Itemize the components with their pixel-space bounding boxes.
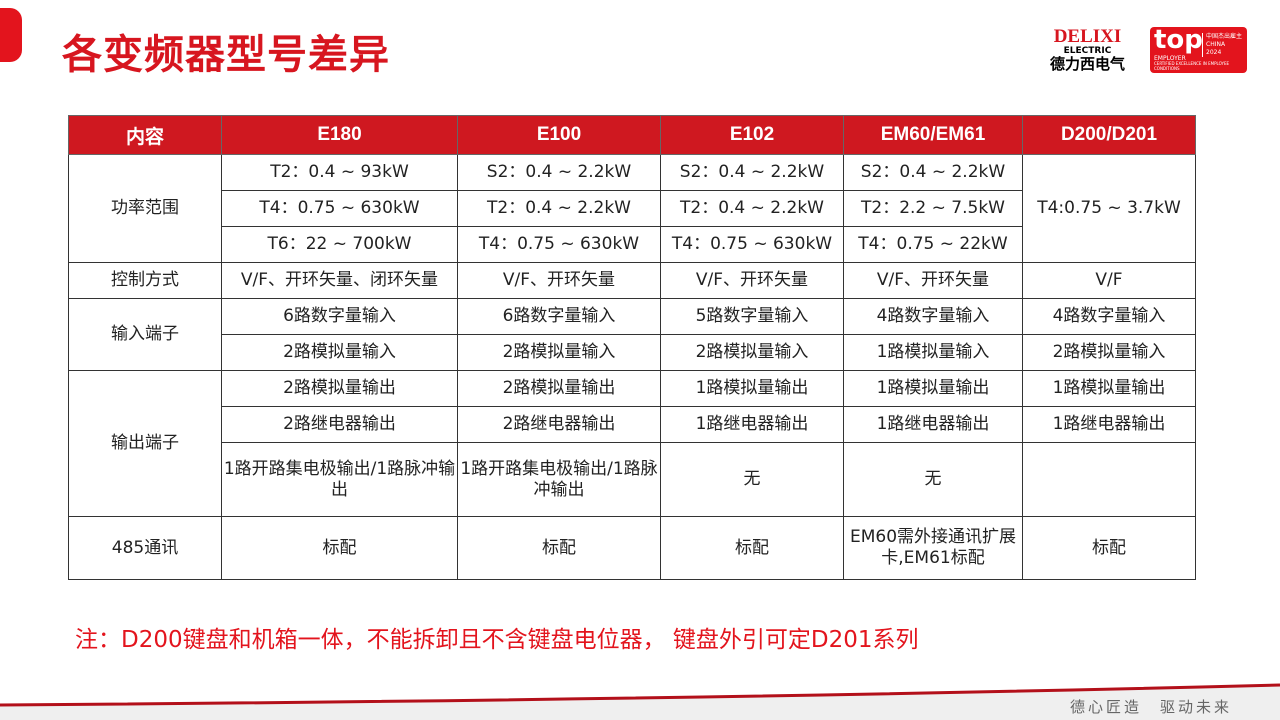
model-comparison-table: 内容 E180 E100 E102 EM60/EM61 D200/D201 功率… xyxy=(68,115,1196,580)
cell xyxy=(1022,442,1196,517)
page-title: 各变频器型号差异 xyxy=(62,32,390,78)
table-row: T6：22 ~ 700kW T4：0.75 ~ 630kW T4：0.75 ~ … xyxy=(69,226,1196,263)
table-row: 485通讯 标配 标配 标配 EM60需外接通讯扩展卡,EM61标配 标配 xyxy=(68,516,1196,580)
cell: S2：0.4 ~ 2.2kW xyxy=(843,154,1023,191)
cell: 无 xyxy=(660,442,844,517)
cell: 4路数字量输入 xyxy=(1022,298,1196,335)
header-cell: E180 xyxy=(221,115,458,155)
cell: T2：0.4 ~ 2.2kW xyxy=(660,190,844,227)
cell: S2：0.4 ~ 2.2kW xyxy=(457,154,661,191)
cell: 1路模拟量输入 xyxy=(843,334,1023,371)
table-row: 功率范围 T2：0.4 ~ 93kW S2：0.4 ~ 2.2kW S2：0.4… xyxy=(68,154,1196,263)
cell: T2：2.2 ~ 7.5kW xyxy=(843,190,1023,227)
cell: T4：0.75 ~ 22kW xyxy=(843,226,1023,263)
cell: 2路模拟量输入 xyxy=(221,334,458,371)
cell: 1路继电器输出 xyxy=(1022,406,1196,443)
cell: 2路继电器输出 xyxy=(457,406,661,443)
delixi-logo: DELIXI ELECTRIC 德力西电气 xyxy=(1049,26,1125,73)
title-accent-bar xyxy=(0,8,22,62)
row-label: 输入端子 xyxy=(68,298,222,371)
table-row: 1路开路集电极输出/1路脉冲输出 1路开路集电极输出/1路脉冲输出 无 无 xyxy=(69,442,1196,517)
row-label: 功率范围 xyxy=(68,154,222,263)
table-row: 输入端子 6路数字量输入 6路数字量输入 5路数字量输入 4路数字量输入 4路数… xyxy=(68,298,1196,371)
cell: 1路继电器输出 xyxy=(660,406,844,443)
cell: 2路继电器输出 xyxy=(221,406,458,443)
header-cell: E102 xyxy=(660,115,844,155)
cell: EM60需外接通讯扩展卡,EM61标配 xyxy=(843,516,1023,580)
header-cell: EM60/EM61 xyxy=(843,115,1023,155)
top-employer-badge: top EMPLOYER 中国杰出雇主 CHINA 2024 CERTIFIED E… xyxy=(1150,25,1247,73)
cell: T2：0.4 ~ 2.2kW xyxy=(457,190,661,227)
header-cell: E100 xyxy=(457,115,661,155)
cell: 标配 xyxy=(1022,516,1196,580)
cell: 4路数字量输入 xyxy=(843,298,1023,335)
cell: V/F、开环矢量 xyxy=(660,262,844,299)
cell: T4：0.75 ~ 630kW xyxy=(221,190,458,227)
footer-slogan: 德心匠造 驱动未来 xyxy=(1070,698,1233,716)
cell: 1路模拟量输出 xyxy=(1022,370,1196,407)
cell: T4：0.75 ~ 630kW xyxy=(457,226,661,263)
table-header-row: 内容 E180 E100 E102 EM60/EM61 D200/D201 xyxy=(68,115,1196,155)
cell: 无 xyxy=(843,442,1023,517)
row-label: 485通讯 xyxy=(68,516,222,580)
cell: 标配 xyxy=(660,516,844,580)
cell: 标配 xyxy=(221,516,458,580)
table-row: 输出端子 2路模拟量输出 2路模拟量输出 1路模拟量输出 1路模拟量输出 1路模… xyxy=(68,370,1196,517)
cell: T4：0.75 ~ 630kW xyxy=(660,226,844,263)
cell: V/F、开环矢量 xyxy=(457,262,661,299)
cell: 1路开路集电极输出/1路脉冲输出 xyxy=(221,442,458,517)
row-label: 输出端子 xyxy=(68,370,222,517)
cell: S2：0.4 ~ 2.2kW xyxy=(660,154,844,191)
cell: 1路开路集电极输出/1路脉冲输出 xyxy=(457,442,661,517)
header-cell: 内容 xyxy=(68,115,222,155)
cell: 2路模拟量输入 xyxy=(660,334,844,371)
header-cell: D200/D201 xyxy=(1022,115,1196,155)
cell: 2路模拟量输出 xyxy=(221,370,458,407)
cell: T2：0.4 ~ 93kW xyxy=(221,154,458,191)
table-row: 2路模拟量输入 2路模拟量输入 2路模拟量输入 1路模拟量输入 2路模拟量输入 xyxy=(69,334,1196,371)
cell: T6：22 ~ 700kW xyxy=(221,226,458,263)
cell: 6路数字量输入 xyxy=(457,298,661,335)
cell: 2路模拟量输入 xyxy=(457,334,661,371)
footer-swoosh xyxy=(0,683,1280,720)
table-row: 2路继电器输出 2路继电器输出 1路继电器输出 1路继电器输出 1路继电器输出 xyxy=(69,406,1196,443)
row-label: 控制方式 xyxy=(68,262,222,299)
cell: 6路数字量输入 xyxy=(221,298,458,335)
table-row: 控制方式 V/F、开环矢量、闭环矢量 V/F、开环矢量 V/F、开环矢量 V/F… xyxy=(68,262,1196,299)
cell: 2路模拟量输入 xyxy=(1022,334,1196,371)
cell: V/F xyxy=(1022,262,1196,299)
cell: 1路模拟量输出 xyxy=(843,370,1023,407)
table-row: T4：0.75 ~ 630kW T2：0.4 ~ 2.2kW T2：0.4 ~ … xyxy=(69,190,1196,227)
cell: 5路数字量输入 xyxy=(660,298,844,335)
cell: 2路模拟量输出 xyxy=(457,370,661,407)
cell: V/F、开环矢量 xyxy=(843,262,1023,299)
cell: V/F、开环矢量、闭环矢量 xyxy=(221,262,458,299)
cell: 1路模拟量输出 xyxy=(660,370,844,407)
footnote: 注：D200键盘和机箱一体，不能拆卸且不含键盘电位器， 键盘外引可定D201系列 xyxy=(75,627,919,653)
cell: 1路继电器输出 xyxy=(843,406,1023,443)
cell: 标配 xyxy=(457,516,661,580)
cell: T4:0.75 ~ 3.7kW xyxy=(1022,154,1196,263)
